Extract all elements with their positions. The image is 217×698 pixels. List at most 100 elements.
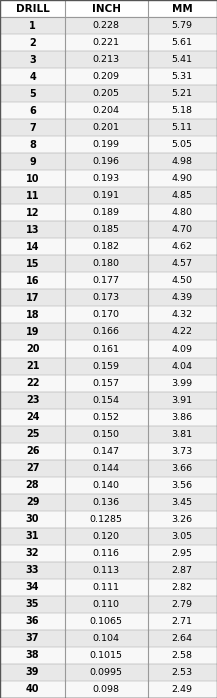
Text: 37: 37 (26, 633, 39, 644)
Text: 34: 34 (26, 582, 39, 593)
Text: 4.09: 4.09 (172, 345, 193, 353)
Text: 0.0995: 0.0995 (90, 668, 123, 677)
Text: 0.180: 0.180 (93, 260, 120, 268)
Text: 0.189: 0.189 (93, 208, 120, 217)
Text: 12: 12 (26, 208, 39, 218)
Bar (0, 119, 217, 136)
Text: 23: 23 (26, 395, 39, 405)
Text: 0.159: 0.159 (93, 362, 120, 371)
Text: 4.04: 4.04 (172, 362, 193, 371)
Text: 18: 18 (26, 310, 39, 320)
Text: 5.21: 5.21 (172, 89, 193, 98)
Text: 0.152: 0.152 (93, 413, 120, 422)
Text: 19: 19 (26, 327, 39, 337)
Bar (0, 341, 217, 357)
Text: 0.136: 0.136 (93, 498, 120, 507)
Text: 0.113: 0.113 (93, 566, 120, 575)
Text: 24: 24 (26, 412, 39, 422)
Text: 3.45: 3.45 (172, 498, 193, 507)
Text: 2.64: 2.64 (172, 634, 193, 643)
Text: 40: 40 (26, 685, 39, 695)
Text: 5.41: 5.41 (172, 55, 193, 64)
Bar (0, 647, 217, 664)
Text: 4.62: 4.62 (172, 242, 193, 251)
Text: 22: 22 (26, 378, 39, 388)
Text: 3.81: 3.81 (172, 430, 193, 438)
Bar (0, 272, 217, 290)
Bar (0, 102, 217, 119)
Bar (0, 170, 217, 187)
Text: 4.80: 4.80 (172, 208, 193, 217)
Text: 0.196: 0.196 (93, 157, 120, 166)
Text: 0.177: 0.177 (93, 276, 120, 285)
Text: 0.1065: 0.1065 (90, 617, 123, 626)
Bar (0, 562, 217, 579)
Text: 21: 21 (26, 361, 39, 371)
Text: 33: 33 (26, 565, 39, 575)
Text: 0.213: 0.213 (93, 55, 120, 64)
Text: 16: 16 (26, 276, 39, 286)
Bar (0, 544, 217, 562)
Text: 0.154: 0.154 (93, 396, 120, 405)
Bar (0, 154, 217, 170)
Text: 0.116: 0.116 (93, 549, 120, 558)
Text: 0.170: 0.170 (93, 311, 120, 320)
Bar (0, 323, 217, 341)
Bar (0, 238, 217, 255)
Text: 9: 9 (29, 157, 36, 167)
Text: 0.205: 0.205 (93, 89, 120, 98)
Text: 4.70: 4.70 (172, 225, 193, 235)
Bar (0, 375, 217, 392)
Text: INCH: INCH (92, 3, 121, 13)
Bar (0, 205, 217, 221)
Text: 5.31: 5.31 (172, 72, 193, 81)
Text: 3.86: 3.86 (172, 413, 193, 422)
Bar (0, 681, 217, 698)
Text: 29: 29 (26, 497, 39, 507)
Text: 5.61: 5.61 (172, 38, 193, 47)
Text: 20: 20 (26, 344, 39, 354)
Text: 0.166: 0.166 (93, 327, 120, 336)
Text: 0.191: 0.191 (93, 191, 120, 200)
Bar (0, 51, 217, 68)
Text: 3.91: 3.91 (172, 396, 193, 405)
Text: 0.110: 0.110 (93, 600, 120, 609)
Text: 0.201: 0.201 (93, 123, 120, 132)
Text: 15: 15 (26, 259, 39, 269)
Bar (0, 408, 217, 426)
Bar (0, 528, 217, 544)
Text: 31: 31 (26, 531, 39, 541)
Text: 0.104: 0.104 (93, 634, 120, 643)
Text: 0.193: 0.193 (93, 174, 120, 184)
Text: 5: 5 (29, 89, 36, 98)
Bar (0, 579, 217, 596)
Text: 4.57: 4.57 (172, 260, 193, 268)
Text: 3: 3 (29, 54, 36, 65)
Text: 26: 26 (26, 446, 39, 456)
Text: 0.144: 0.144 (93, 463, 120, 473)
Bar (0, 443, 217, 460)
Text: 4.22: 4.22 (172, 327, 193, 336)
Bar (0, 613, 217, 630)
Text: 5.79: 5.79 (172, 21, 193, 30)
Text: 38: 38 (26, 651, 39, 660)
Text: 0.1285: 0.1285 (90, 514, 123, 524)
Text: 3.56: 3.56 (172, 481, 193, 490)
Text: 27: 27 (26, 463, 39, 473)
Bar (0, 477, 217, 493)
Text: 3.05: 3.05 (172, 532, 193, 541)
Text: 14: 14 (26, 242, 39, 252)
Text: 11: 11 (26, 191, 39, 201)
Text: 8: 8 (29, 140, 36, 149)
Text: 0.161: 0.161 (93, 345, 120, 353)
Text: 30: 30 (26, 514, 39, 524)
Text: 2.87: 2.87 (172, 566, 193, 575)
Bar (0, 290, 217, 306)
Text: 0.1015: 0.1015 (90, 651, 123, 660)
Text: 0.157: 0.157 (93, 378, 120, 387)
Text: 2.49: 2.49 (172, 685, 193, 694)
Bar (0, 493, 217, 511)
Text: 0.150: 0.150 (93, 430, 120, 438)
Text: 32: 32 (26, 549, 39, 558)
Text: 4.90: 4.90 (172, 174, 193, 184)
